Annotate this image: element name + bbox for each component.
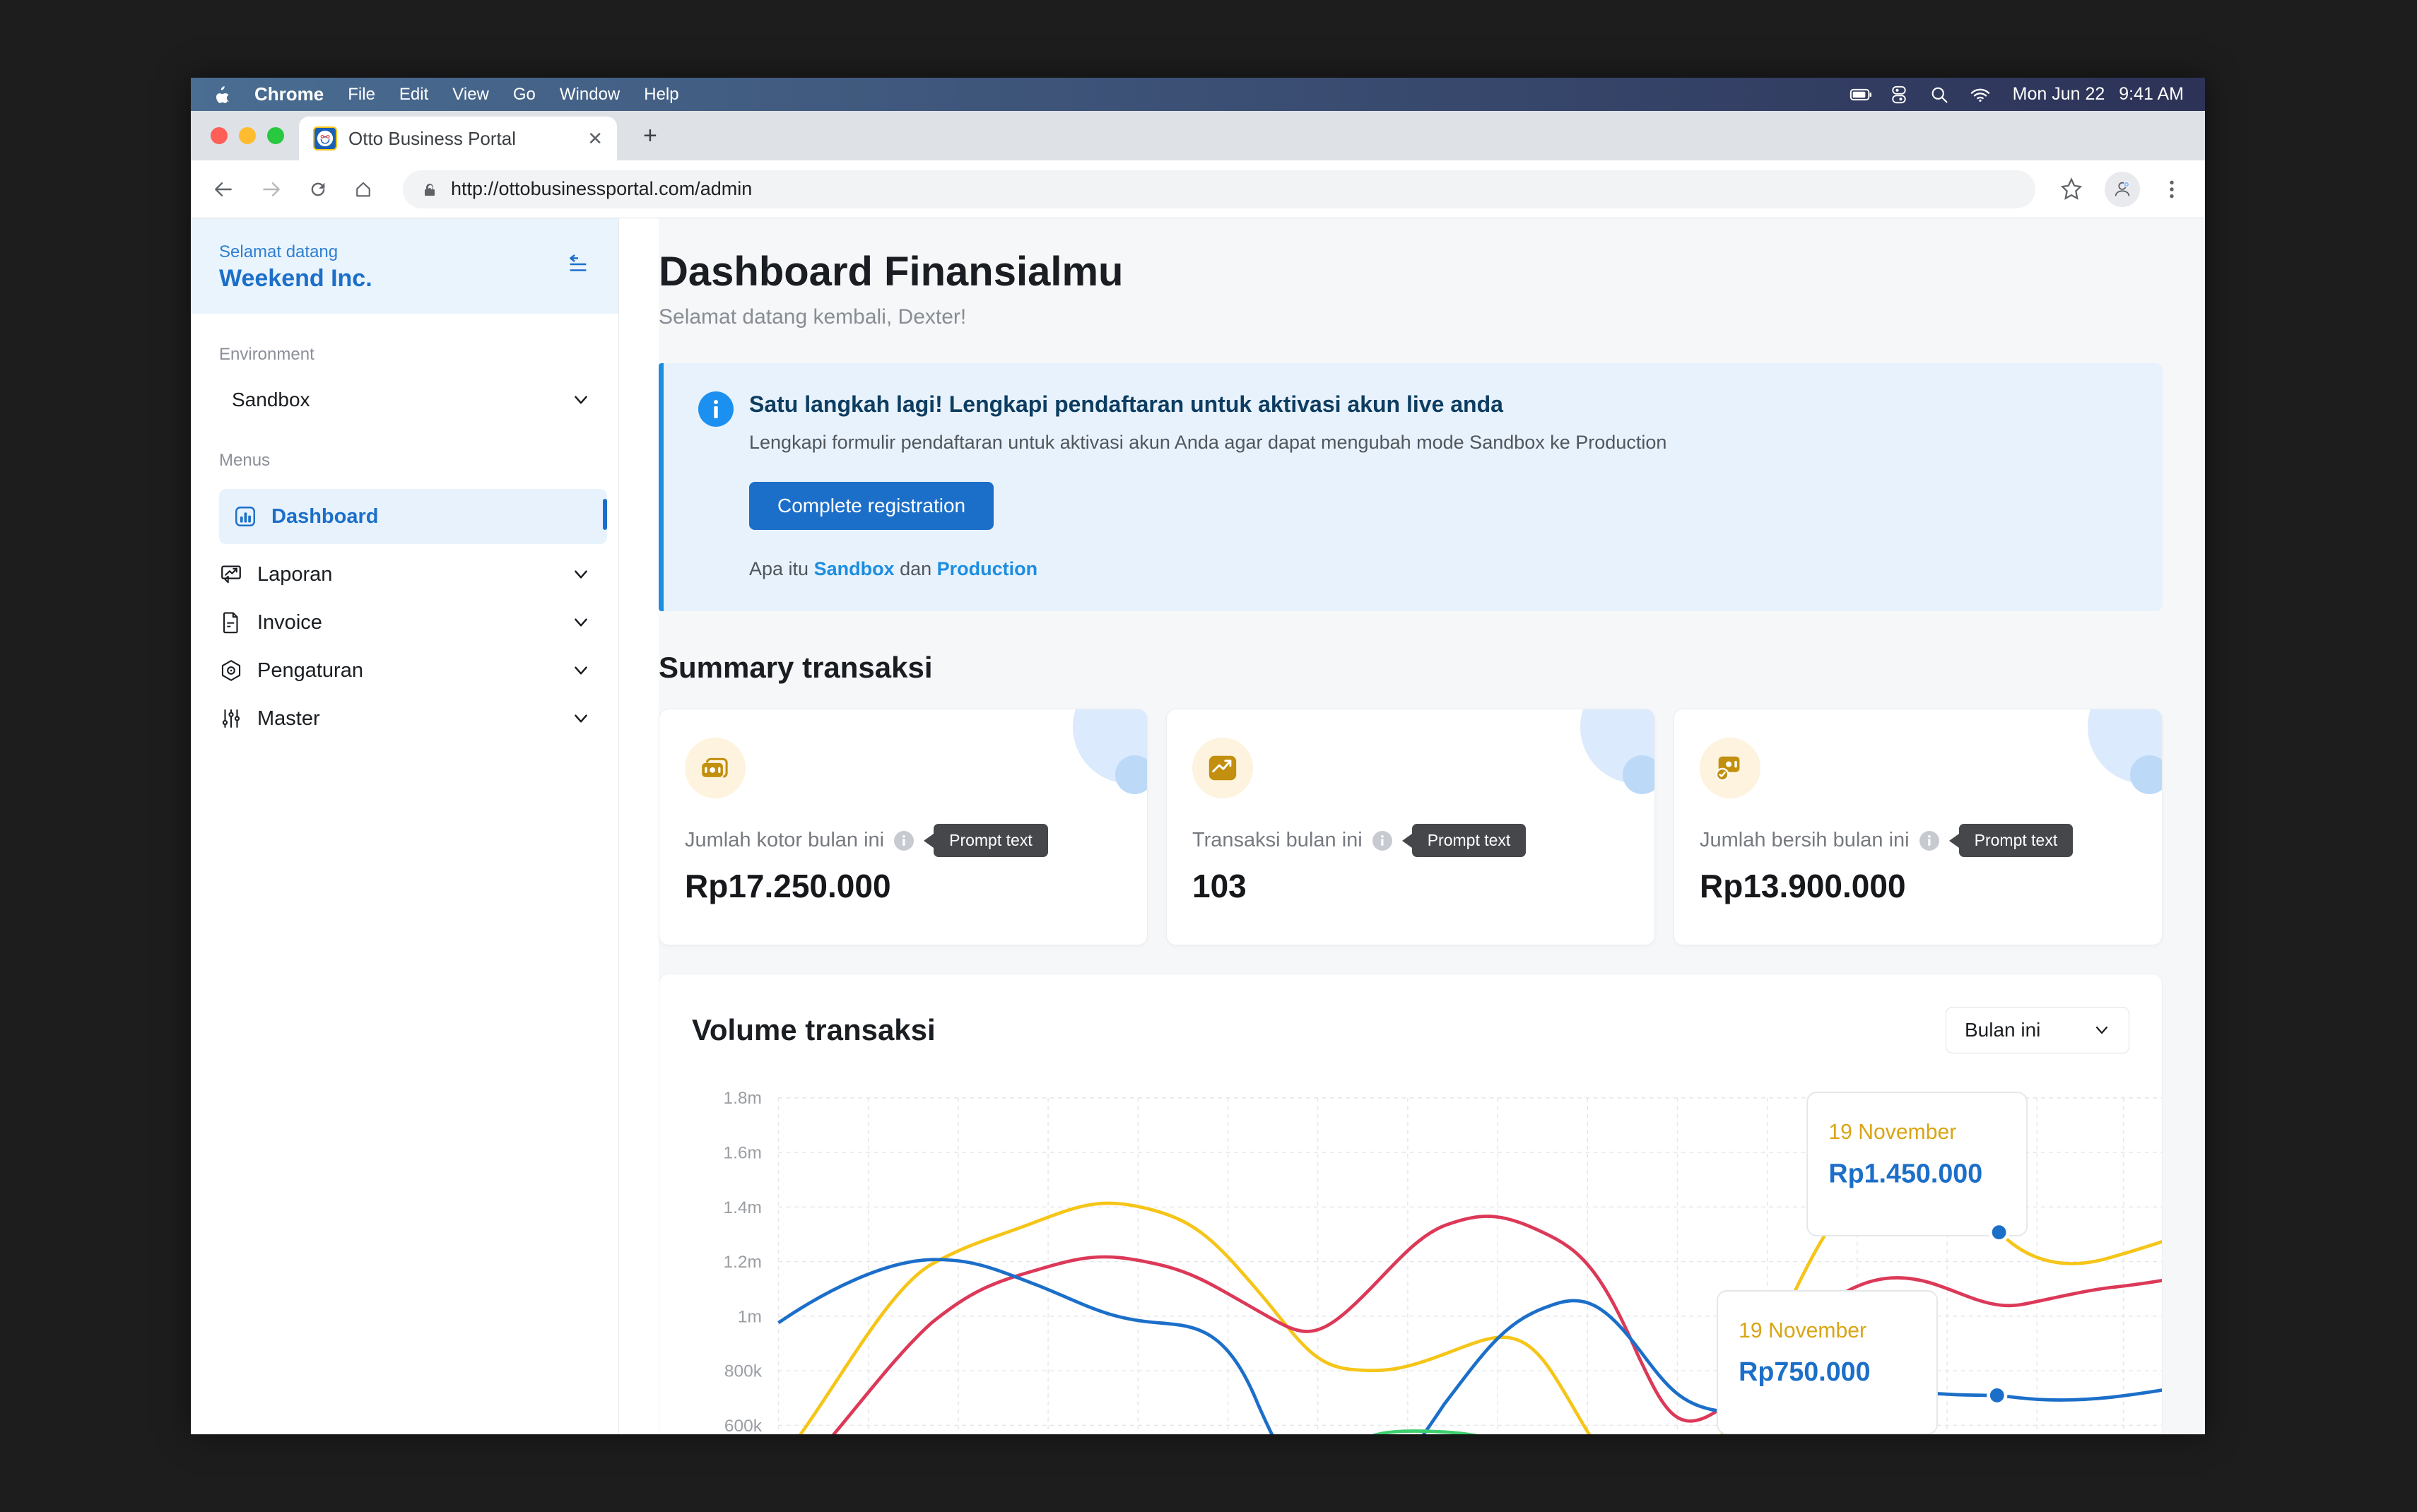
svg-text:1m: 1m: [738, 1307, 762, 1326]
svg-text:800k: 800k: [724, 1362, 763, 1381]
svg-text:Rp1.450.000: Rp1.450.000: [1828, 1158, 1982, 1188]
svg-text:PAY: PAY: [324, 137, 327, 139]
svg-text:1.6m: 1.6m: [723, 1143, 761, 1162]
svg-text:1.8m: 1.8m: [723, 1089, 761, 1108]
svg-text:19 November: 19 November: [1828, 1121, 1956, 1144]
svg-text:Rp750.000: Rp750.000: [1739, 1357, 1870, 1386]
svg-text:1.4m: 1.4m: [723, 1198, 761, 1217]
svg-text:1.2m: 1.2m: [723, 1253, 761, 1272]
svg-text:19 November: 19 November: [1739, 1319, 1866, 1342]
svg-text:600k: 600k: [724, 1417, 763, 1434]
